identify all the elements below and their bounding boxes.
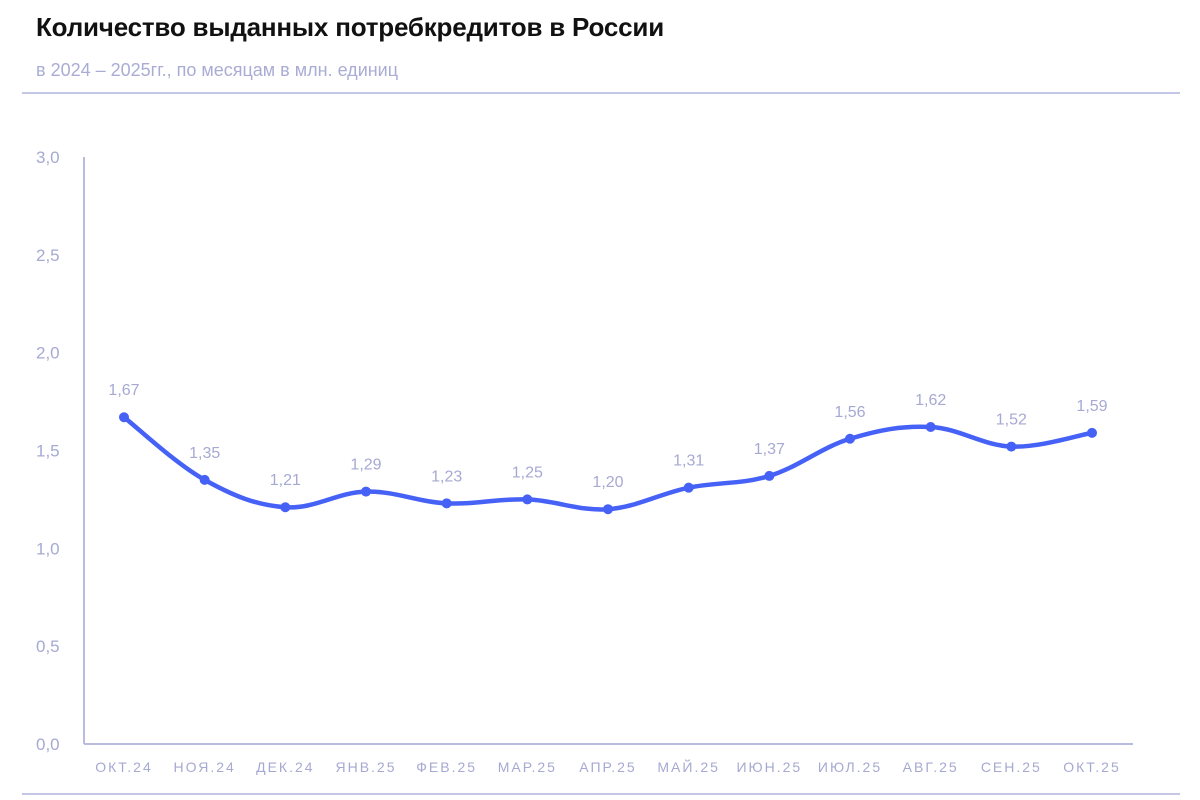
y-axis: 0,0 0,5 1,0 1,5 2,0 2,5 3,0	[36, 148, 85, 754]
y-tick-label: 1,0	[36, 539, 60, 558]
x-tick-label: АПР.25	[579, 759, 636, 775]
x-tick-label: ИЮН.25	[736, 759, 802, 775]
footer-divider	[22, 793, 1180, 795]
data-value-label: 1,29	[350, 457, 381, 474]
y-tick-label: 2,0	[36, 344, 60, 363]
data-points	[119, 412, 1097, 515]
data-labels: 1,67 1,35 1,21 1,29 1,23 1,25 1,20 1,31 1,37 1,56…	[108, 382, 1107, 491]
x-tick-label: МАР.25	[498, 759, 557, 775]
data-value-label: 1,62	[915, 392, 946, 409]
data-point-marker	[280, 502, 291, 513]
chart-title: Количество выданных потребкредитов в Рос…	[36, 12, 664, 42]
x-tick-label: СЕН.25	[981, 759, 1042, 775]
data-point-marker	[441, 498, 452, 509]
x-tick-label: ОКТ.24	[95, 759, 153, 775]
x-tick-label: ЯНВ.25	[335, 759, 396, 775]
data-value-label: 1,67	[108, 382, 139, 399]
y-tick-label: 0,0	[36, 735, 60, 754]
data-point-marker	[119, 412, 129, 423]
y-tick-label: 1,5	[36, 442, 60, 461]
chart-subtitle: в 2024 – 2025гг., по месяцам в млн. един…	[36, 60, 399, 80]
data-value-label: 1,20	[592, 474, 623, 491]
x-tick-label: НОЯ.24	[174, 759, 236, 775]
x-tick-label: МАЙ.25	[657, 758, 720, 775]
data-value-label: 1,52	[996, 412, 1027, 429]
data-point-marker	[764, 470, 775, 481]
data-value-label: 1,35	[189, 445, 220, 462]
data-point-marker	[361, 486, 371, 497]
header-divider	[22, 92, 1180, 94]
data-value-label: 1,25	[512, 464, 543, 481]
data-point-marker	[603, 504, 613, 515]
data-point-marker	[845, 433, 855, 444]
data-value-label: 1,37	[754, 441, 785, 458]
y-tick-label: 2,5	[36, 246, 60, 265]
data-value-label: 1,31	[673, 453, 704, 470]
x-axis: ОКТ.24 НОЯ.24 ДЕК.24 ЯНВ.25 ФЕВ.25 МАР.25 АПР.…	[84, 743, 1133, 775]
x-tick-label: ФЕВ.25	[416, 759, 477, 775]
data-point-marker	[1087, 427, 1097, 438]
x-tick-label: ОКТ.25	[1063, 759, 1121, 775]
x-tick-label: ИЮЛ.25	[818, 759, 882, 775]
data-point-marker	[683, 482, 694, 493]
y-tick-label: 0,5	[36, 637, 60, 656]
data-value-label: 1,59	[1076, 398, 1107, 415]
y-tick-label: 3,0	[36, 148, 60, 167]
data-point-marker	[522, 494, 533, 505]
data-point-marker	[1006, 441, 1017, 452]
series-line	[121, 414, 1095, 512]
x-tick-label: ДЕК.24	[256, 759, 314, 775]
data-point-marker	[199, 474, 210, 485]
data-value-label: 1,21	[270, 472, 301, 489]
data-point-marker	[925, 422, 936, 433]
data-value-label: 1,23	[431, 468, 462, 485]
data-value-label: 1,56	[834, 404, 865, 421]
x-tick-label: АВГ.25	[903, 759, 959, 775]
